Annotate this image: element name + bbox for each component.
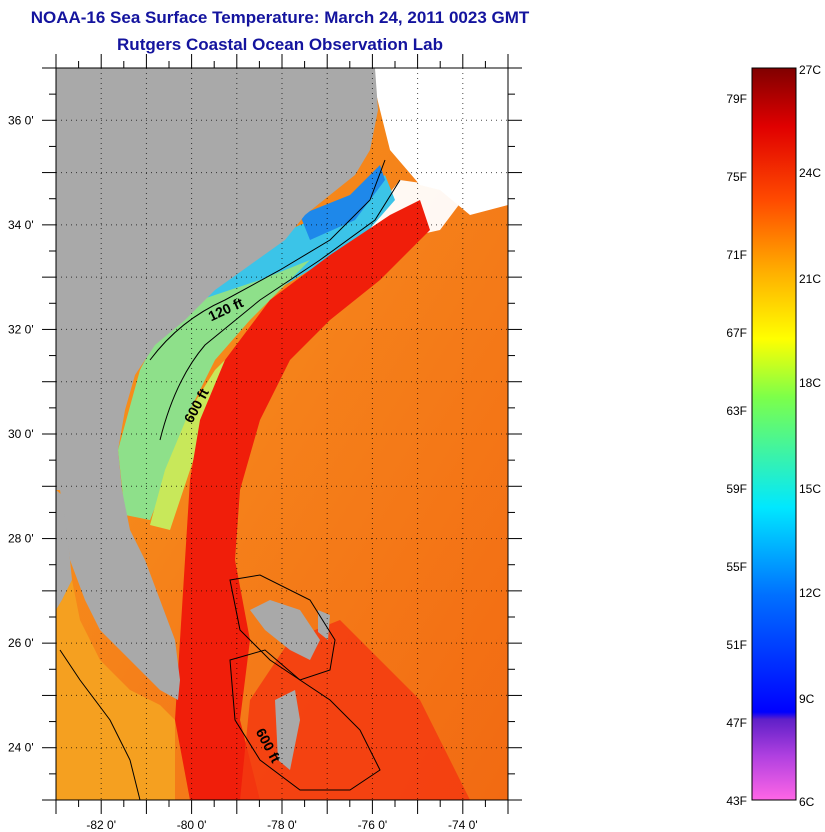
bahamas-island xyxy=(250,600,320,660)
lat-tick-label: 32 0' xyxy=(8,322,34,336)
colorbar-f-label: 75F xyxy=(726,170,747,184)
colorbar-c-label: 21C xyxy=(799,272,821,286)
colorbar-c-label: 6C xyxy=(799,795,815,809)
graticule xyxy=(56,68,508,800)
lat-tick-label: 26 0' xyxy=(8,636,34,650)
gulf-stream xyxy=(175,200,430,800)
contour-120ft xyxy=(149,159,386,361)
map-subtitle: Rutgers Coastal Ocean Observation Lab xyxy=(117,35,443,54)
contour-gulf xyxy=(59,649,141,800)
colorbar-f-label: 47F xyxy=(726,716,747,730)
contour-bahamas-south xyxy=(229,649,381,791)
colorbar-c-label: 18C xyxy=(799,376,821,390)
colorbar-c-label: 9C xyxy=(799,692,815,706)
warm-ocean-red xyxy=(240,620,470,800)
lat-tick-label: 34 0' xyxy=(8,218,34,232)
colorbar-c-label: 24C xyxy=(799,166,821,180)
lon-tick-label: -76 0' xyxy=(358,818,388,832)
lat-tick-label: 24 0' xyxy=(8,741,34,755)
colorbar-f-label: 79F xyxy=(726,92,747,106)
lat-tick-label: 36 0' xyxy=(8,113,34,127)
colorbar-c-label: 12C xyxy=(799,586,821,600)
colorbar-celsius-labels: 27C 24C 21C 18C 15C 12C 9C 6C xyxy=(799,63,821,809)
map-title: NOAA-16 Sea Surface Temperature: March 2… xyxy=(30,8,530,27)
colorbar-c-label: 27C xyxy=(799,63,821,77)
contour-bahamas xyxy=(229,574,336,681)
land-gulf-coast xyxy=(56,490,72,610)
lat-tick-label: 28 0' xyxy=(8,532,34,546)
lon-tick-label: -78 0' xyxy=(267,818,297,832)
longitude-axis: -82 0' -80 0' -78 0' -76 0' -74 0' xyxy=(55,54,509,832)
colorbar-f-label: 71F xyxy=(726,248,747,262)
colorbar-f-label: 43F xyxy=(726,794,747,808)
colorbar-c-label: 15C xyxy=(799,482,821,496)
contour-600ft xyxy=(159,179,401,441)
colorbar-f-label: 51F xyxy=(726,638,747,652)
lon-tick-label: -82 0' xyxy=(86,818,116,832)
colorbar-f-label: 55F xyxy=(726,560,747,574)
shelf-water-green xyxy=(118,260,310,520)
colorbar-f-label: 59F xyxy=(726,482,747,496)
cloud-area xyxy=(370,68,508,215)
colorbar-f-label: 67F xyxy=(726,326,747,340)
shelf-water-blue xyxy=(300,165,385,240)
bahamas-island xyxy=(275,690,300,770)
lon-tick-label: -80 0' xyxy=(177,818,207,832)
lat-tick-label: 30 0' xyxy=(8,427,34,441)
colorbar-f-label: 63F xyxy=(726,404,747,418)
latitude-axis: 36 0' 34 0' 32 0' 30 0' 28 0' 26 0' 24 0' xyxy=(8,67,522,801)
land-southeast-us xyxy=(56,68,378,700)
gulf-of-mexico-water xyxy=(56,580,175,800)
colorbar-fahrenheit-labels: 79F 75F 71F 67F 63F 59F 55F 51F 47F 43F xyxy=(726,92,747,808)
temperature-colorbar xyxy=(751,67,797,801)
lon-tick-label: -74 0' xyxy=(448,818,478,832)
